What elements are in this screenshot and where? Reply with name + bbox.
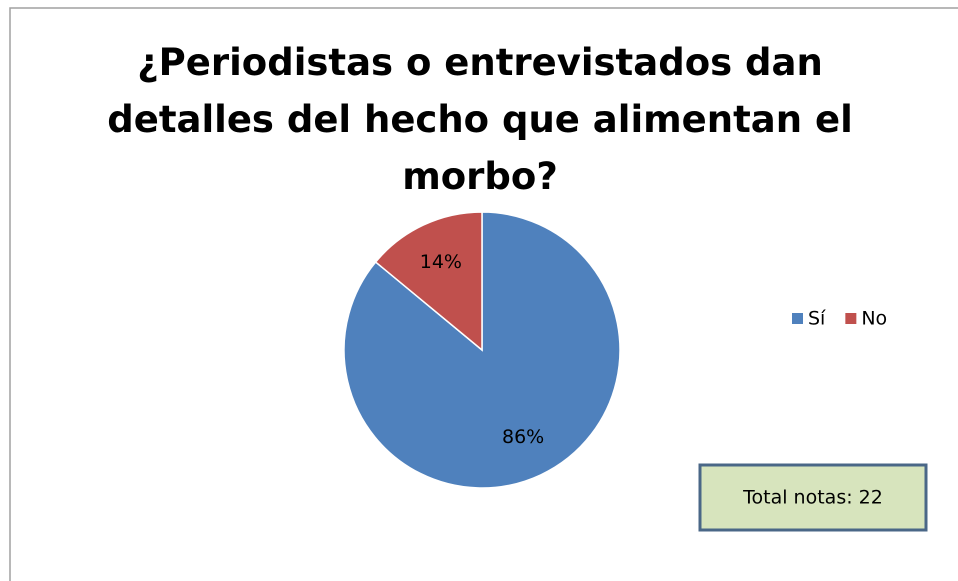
data-label: 14%: [420, 251, 462, 273]
legend-label: No: [861, 308, 887, 330]
legend-swatch: [792, 313, 803, 324]
legend-swatch: [845, 313, 857, 324]
legend-label: Sí: [808, 308, 826, 330]
annotation-box: [698, 463, 928, 532]
annotation: Total notas: 22: [742, 487, 883, 509]
pie-slice: [374, 211, 483, 352]
chart-title: ¿Periodistas o entrevistados dan detalle…: [107, 41, 853, 198]
data-label: 86%: [502, 426, 544, 448]
